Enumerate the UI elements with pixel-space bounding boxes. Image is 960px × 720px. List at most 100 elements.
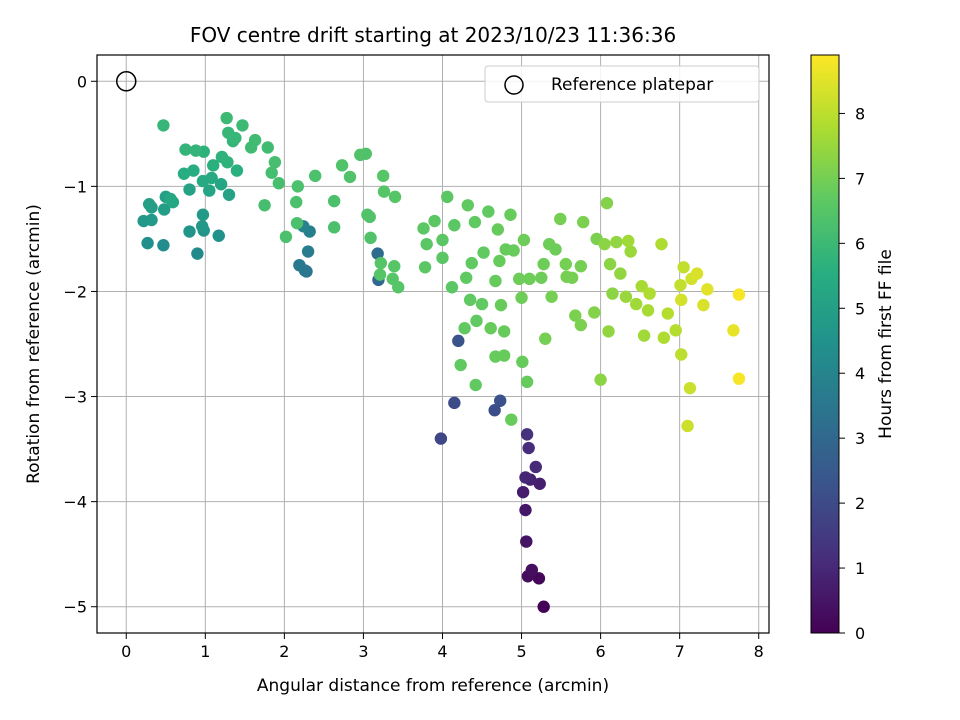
data-point bbox=[436, 251, 449, 265]
y-tick-label: −2 bbox=[63, 282, 87, 301]
data-point bbox=[681, 419, 694, 433]
data-point bbox=[520, 375, 534, 389]
colorbar-tick-label: 5 bbox=[855, 299, 865, 318]
data-point bbox=[448, 219, 461, 232]
data-point bbox=[554, 212, 567, 226]
data-point bbox=[598, 237, 611, 251]
data-point bbox=[512, 272, 526, 286]
legend-reference-marker bbox=[504, 75, 524, 95]
colorbar-tick-label: 0 bbox=[855, 624, 865, 643]
data-point bbox=[537, 257, 550, 271]
data-point bbox=[158, 203, 171, 216]
data-point bbox=[420, 237, 433, 251]
data-point bbox=[516, 485, 530, 499]
data-point bbox=[661, 307, 675, 320]
colorbar: 0 1 2 3 4 5 6 7 8 Hours from first FF file bbox=[810, 54, 896, 643]
data-point bbox=[187, 164, 200, 177]
data-point bbox=[179, 143, 192, 156]
data-point bbox=[732, 372, 746, 385]
data-point bbox=[463, 293, 477, 307]
data-point bbox=[477, 246, 490, 259]
data-point bbox=[624, 245, 637, 258]
data-point bbox=[436, 233, 449, 247]
data-point bbox=[516, 355, 529, 369]
data-point bbox=[569, 309, 582, 322]
data-point bbox=[203, 184, 216, 197]
data-point bbox=[388, 190, 402, 204]
scatter-points bbox=[137, 111, 746, 613]
data-point bbox=[222, 188, 236, 201]
plot-frame bbox=[96, 54, 770, 634]
data-point bbox=[371, 247, 384, 260]
colorbar-gradient bbox=[810, 54, 840, 634]
data-point bbox=[441, 190, 454, 204]
colorbar-tick-label: 2 bbox=[855, 494, 865, 513]
data-point bbox=[452, 334, 465, 348]
data-point bbox=[488, 404, 501, 417]
data-point bbox=[196, 208, 210, 221]
data-point bbox=[655, 237, 668, 251]
y-tick-label: −1 bbox=[63, 177, 87, 196]
data-point bbox=[229, 131, 242, 145]
legend-box bbox=[484, 65, 760, 103]
x-axis-ticks: 0 1 2 3 4 5 6 7 8 bbox=[121, 633, 764, 661]
data-point bbox=[214, 178, 228, 191]
data-point bbox=[195, 220, 209, 233]
data-point bbox=[363, 210, 376, 224]
data-point bbox=[494, 298, 508, 312]
y-tick-label: −4 bbox=[63, 493, 87, 512]
data-point bbox=[388, 260, 401, 273]
data-point bbox=[574, 260, 588, 273]
x-tick-label: 8 bbox=[754, 642, 764, 661]
grid-lines bbox=[97, 55, 769, 633]
data-point bbox=[261, 141, 274, 154]
y-axis-label: Rotation from reference (arcmin) bbox=[24, 204, 44, 484]
data-point bbox=[258, 199, 271, 212]
x-tick-label: 5 bbox=[516, 642, 526, 661]
data-point bbox=[265, 166, 278, 179]
data-point bbox=[272, 177, 286, 190]
reference-marker bbox=[116, 71, 137, 92]
data-point bbox=[559, 257, 573, 271]
colorbar-ticks: 0 1 2 3 4 5 6 7 8 bbox=[839, 104, 865, 643]
data-point bbox=[523, 272, 536, 286]
data-point bbox=[574, 318, 588, 332]
data-point bbox=[643, 287, 656, 300]
colorbar-tick-label: 1 bbox=[855, 559, 865, 578]
colorbar-label: Hours from first FF file bbox=[876, 249, 896, 439]
x-tick-label: 6 bbox=[596, 642, 606, 661]
data-point bbox=[697, 298, 710, 312]
data-point bbox=[309, 169, 322, 183]
data-point bbox=[491, 223, 505, 236]
y-tick-label: −3 bbox=[63, 388, 87, 407]
x-tick-label: 2 bbox=[279, 642, 289, 661]
chart-title: FOV centre drift starting at 2023/10/23 … bbox=[190, 23, 676, 47]
data-point bbox=[445, 281, 459, 294]
data-point bbox=[519, 471, 532, 484]
data-point bbox=[539, 332, 552, 345]
data-point bbox=[166, 195, 180, 209]
data-point bbox=[532, 572, 546, 585]
y-tick-label: −5 bbox=[63, 598, 87, 617]
data-point bbox=[519, 503, 532, 517]
data-point bbox=[359, 147, 372, 160]
data-point bbox=[529, 460, 542, 474]
data-point bbox=[469, 378, 482, 392]
data-point bbox=[212, 229, 225, 242]
data-point bbox=[220, 111, 233, 125]
data-point bbox=[674, 278, 687, 292]
data-point bbox=[417, 222, 430, 235]
x-tick-label: 7 bbox=[675, 642, 685, 661]
data-point bbox=[458, 322, 471, 335]
data-point bbox=[428, 214, 441, 228]
data-point bbox=[183, 183, 196, 196]
data-point bbox=[418, 261, 432, 274]
data-point bbox=[515, 291, 528, 304]
data-point bbox=[475, 297, 489, 311]
data-point bbox=[376, 169, 390, 183]
data-point bbox=[460, 271, 473, 284]
data-point bbox=[535, 271, 548, 284]
legend-label: Reference platepar bbox=[551, 75, 713, 95]
data-point bbox=[157, 239, 170, 252]
data-point bbox=[517, 233, 531, 247]
